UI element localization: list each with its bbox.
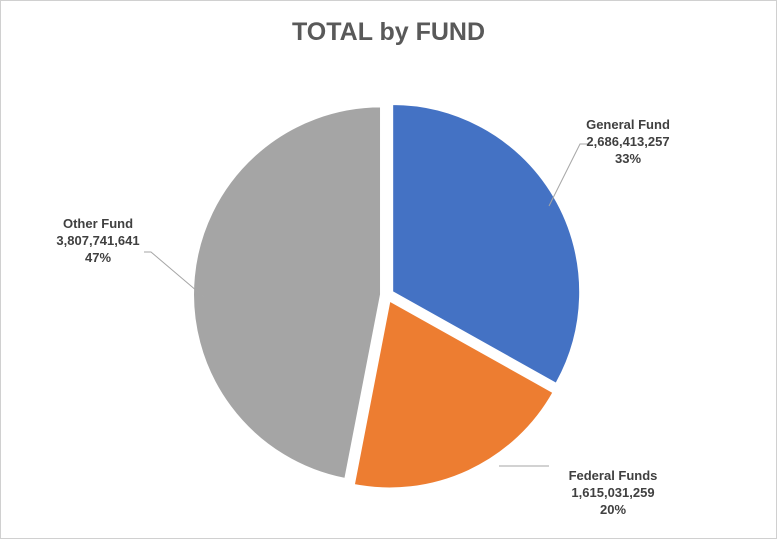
data-label-general-fund-percent: 33% <box>615 151 641 166</box>
data-label-federal-funds-percent: 20% <box>600 502 626 517</box>
pie-slice-federal-funds <box>352 298 555 490</box>
data-label-other-fund-percent: 47% <box>85 250 111 265</box>
data-label-other-fund-value: 3,807,741,641 <box>56 233 139 248</box>
pie-slice-other-fund <box>192 105 383 481</box>
data-label-federal-funds-value: 1,615,031,259 <box>571 485 654 500</box>
leader-line-other-fund <box>144 251 205 298</box>
chart-title: TOTAL by FUND <box>291 18 486 46</box>
data-label-other-fund-name: Other Fund <box>63 216 133 231</box>
leader-line-general-fund <box>548 143 587 207</box>
data-label-general-fund-name: General Fund <box>586 117 670 132</box>
data-label-general-fund-value: 2,686,413,257 <box>586 134 669 149</box>
pie-slice-general-fund <box>391 102 582 386</box>
data-label-federal-funds-name: Federal Funds <box>569 468 658 483</box>
